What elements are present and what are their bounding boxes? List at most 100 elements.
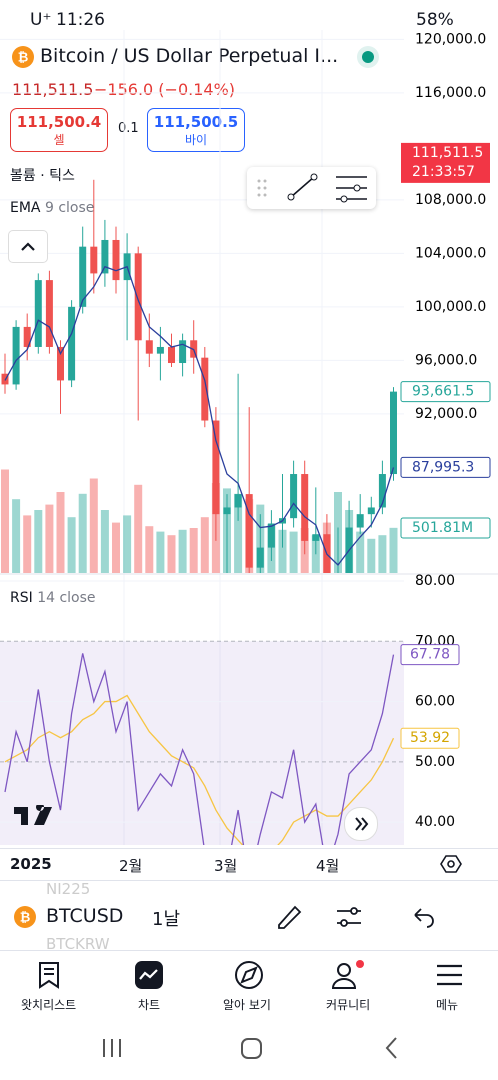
candle-body xyxy=(156,346,164,354)
volume-bar xyxy=(145,526,154,573)
volume-bar xyxy=(112,522,120,573)
time-label: 3월 xyxy=(214,857,238,875)
candle-body xyxy=(112,239,120,281)
candle-body xyxy=(101,239,109,274)
y-tick-label: 116,000.0 xyxy=(415,85,486,101)
volume-bar xyxy=(378,535,387,573)
candle-body xyxy=(68,306,76,381)
nav-label[interactable]: 메뉴 xyxy=(436,998,459,1012)
candle-body xyxy=(290,474,298,519)
volume-bar xyxy=(123,515,132,573)
volume-bar xyxy=(67,517,76,573)
ema-params: 9 close xyxy=(44,200,95,216)
candle-body xyxy=(234,494,242,508)
spread: 0.1 xyxy=(118,121,139,136)
ema-legend: EMA 9 close xyxy=(10,200,94,216)
volume-bar xyxy=(156,531,165,573)
volume-bar xyxy=(356,531,365,573)
candle-body xyxy=(23,326,31,347)
candle-body xyxy=(356,514,364,528)
volume-legend: 볼륨 · 틱스 xyxy=(10,168,75,184)
rsi-value-box xyxy=(400,727,460,749)
interval[interactable]: 1날 xyxy=(152,909,181,930)
volume-bar xyxy=(189,528,198,573)
volume-bar xyxy=(23,515,32,573)
rsi-name: RSI xyxy=(10,590,33,606)
settings-icon[interactable] xyxy=(440,853,462,875)
price-change: −156.0 (−0.14%) xyxy=(94,80,236,99)
candle-body xyxy=(335,581,342,601)
y-tick-label: 108,000.0 xyxy=(415,192,486,208)
chart: 120,000.0 116,000.0 108,000.0 104,000.0 100,… xyxy=(0,30,498,845)
ema-label-box xyxy=(400,456,491,478)
rsi-legend: RSI 14 close xyxy=(10,590,96,606)
volume-bar xyxy=(367,538,376,573)
close-label-box xyxy=(400,381,491,403)
btc-icon: ₿ xyxy=(14,906,36,928)
collapse-button[interactable] xyxy=(8,230,48,263)
rsi-line xyxy=(4,653,395,845)
volume-bar xyxy=(89,478,98,573)
volume-bar xyxy=(200,517,209,573)
chevrons xyxy=(355,817,369,831)
last-price-box xyxy=(401,142,490,183)
volume-bar xyxy=(100,510,109,573)
sell-button[interactable]: 111,500.4 셀 xyxy=(10,108,108,152)
candle-body xyxy=(223,507,231,515)
candle-body xyxy=(79,246,87,307)
nav-icons xyxy=(39,960,462,989)
candle-body xyxy=(145,340,153,354)
nav-label[interactable]: 알아 보기 xyxy=(223,998,271,1012)
rsi-params: 14 close xyxy=(37,590,96,606)
y-tick-label: 96,000.0 xyxy=(415,352,477,368)
volume-bar xyxy=(389,527,398,573)
volume-label: 501.81M xyxy=(412,520,473,536)
countdown: 21:33:57 xyxy=(412,164,475,180)
volume-bar xyxy=(278,529,287,573)
rsi-value-label: 53.92 xyxy=(410,730,450,746)
ema-line xyxy=(4,265,395,566)
bg-symbol: BTCKRW xyxy=(46,935,110,953)
volume-bar xyxy=(45,504,54,573)
scroll-latest[interactable] xyxy=(344,807,378,841)
battery: 58% xyxy=(416,10,454,30)
volume-bar xyxy=(12,499,21,573)
candle-body xyxy=(245,494,253,568)
volume-bar xyxy=(134,484,143,573)
nav-label[interactable]: 차트 xyxy=(138,998,161,1012)
nav-label[interactable]: 왓치리스트 xyxy=(21,998,77,1012)
y-tick-label: 104,000.0 xyxy=(415,245,486,261)
market-status xyxy=(357,46,379,68)
candle-body xyxy=(256,547,264,568)
time-label: 2025 xyxy=(10,855,52,873)
candle-body xyxy=(301,474,309,541)
volume-bar xyxy=(78,493,87,573)
candle-body xyxy=(312,534,320,541)
nav-label[interactable]: 커뮤니티 xyxy=(326,998,371,1012)
last-price-label: 111,511.5 xyxy=(412,145,483,161)
rsi-value-label: 67.78 xyxy=(410,647,450,663)
symbol-toolbar: NI225 BTCKRW ₿ BTCUSD 1날 xyxy=(0,880,498,953)
symbol-title[interactable]: Bitcoin / US Dollar Perpetual I... xyxy=(40,45,339,67)
nav-bar: 왓치리스트 차트 알아 보기 커뮤니티 메뉴 xyxy=(0,950,498,1026)
candle-body xyxy=(323,534,331,573)
toolbar-icons[interactable] xyxy=(247,167,376,209)
bg-symbol: NI225 xyxy=(46,880,91,898)
rsi-value-box xyxy=(400,644,460,666)
tool-icons[interactable] xyxy=(275,901,475,933)
buy-button[interactable]: 111,500.5 바이 xyxy=(147,108,245,152)
buy-price: 111,500.5 xyxy=(153,113,239,131)
drawing-toolbar xyxy=(247,167,376,209)
svg-text:₿: ₿ xyxy=(18,51,29,66)
volume-bar xyxy=(34,510,43,573)
candle-body xyxy=(57,346,64,381)
close-label: 93,661.5 xyxy=(412,384,474,400)
volume-label-box xyxy=(400,517,491,539)
ema-label: 87,995.3 xyxy=(412,459,474,475)
symbol[interactable]: BTCUSD xyxy=(46,905,124,927)
buy-label: 바이 xyxy=(184,133,208,147)
y-tick-label: 50.00 xyxy=(415,754,455,770)
candle-body xyxy=(12,326,20,385)
ema-name: EMA xyxy=(10,200,41,216)
y-tick-label: 100,000.0 xyxy=(415,299,486,315)
